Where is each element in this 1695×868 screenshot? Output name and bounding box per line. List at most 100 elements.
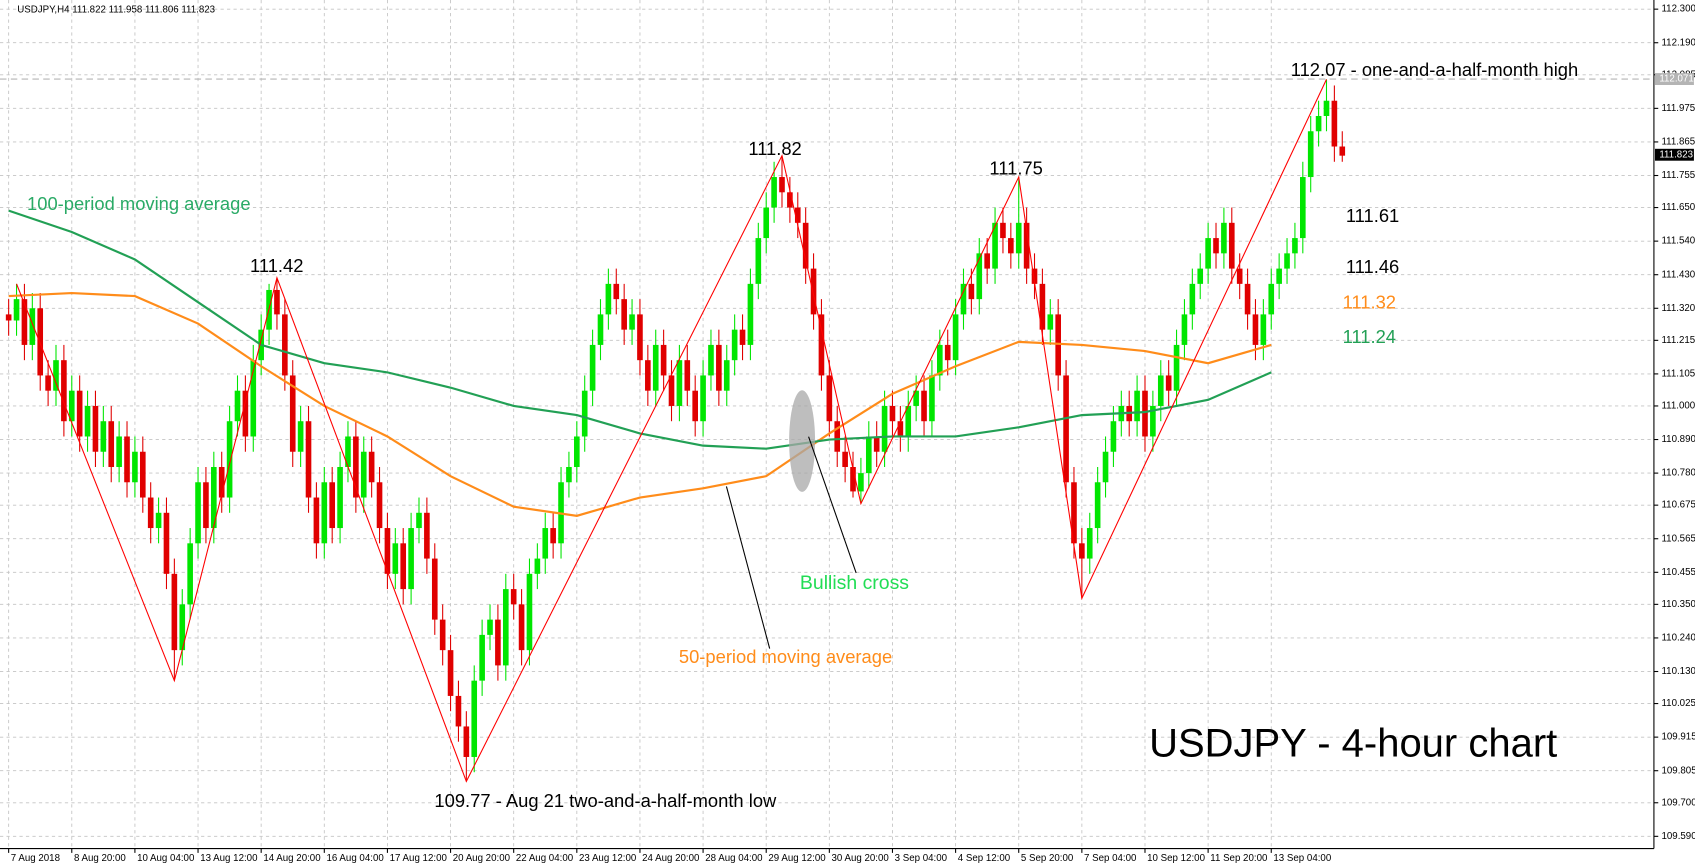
candle-body: [1023, 222, 1030, 269]
candle-body: [787, 192, 793, 208]
annotation: Bullish cross: [800, 572, 909, 594]
candle-body: [439, 619, 446, 651]
candle-body: [1276, 268, 1282, 284]
candle-body: [881, 405, 888, 452]
candle-body: [1055, 314, 1061, 376]
candle-body: [700, 375, 706, 422]
candle-body: [313, 497, 320, 544]
candle-body: [1323, 100, 1330, 116]
candle-body: [1015, 222, 1022, 254]
arrow-50ma: [725, 486, 771, 649]
plot-area: [0, 78, 1654, 783]
candle-body: [1213, 238, 1219, 254]
y-tick-label: 111.865: [1661, 136, 1695, 147]
candle-body: [992, 222, 998, 269]
candle-body: [345, 436, 351, 468]
candle-body: [652, 344, 659, 391]
price-box: [1655, 73, 1694, 86]
candle-body: [889, 405, 896, 422]
candle-body: [147, 497, 154, 529]
x-tick-label: 7 Aug 2018: [11, 853, 60, 864]
candle-body: [858, 473, 864, 492]
annotation: 111.46: [1346, 256, 1399, 277]
y-tick-label: 110.240: [1661, 632, 1695, 643]
candle-body: [211, 467, 217, 529]
candle-body: [68, 390, 75, 422]
candle-body: [1008, 238, 1014, 254]
candle-body: [431, 558, 438, 620]
x-tick-label: 4 Sep 12:00: [958, 853, 1011, 864]
candle-body: [392, 543, 399, 574]
candle-body: [218, 467, 225, 498]
annotation: 50-period moving average: [679, 646, 892, 667]
y-tick-label: 111.000: [1661, 401, 1695, 412]
candle-body: [1221, 222, 1227, 254]
y-tick-label: 109.590: [1661, 831, 1695, 842]
candle-body: [637, 314, 643, 361]
annotation: USDJPY - 4-hour chart: [1149, 721, 1557, 765]
annotation: 111.24: [1343, 326, 1396, 347]
y-tick-label: 110.890: [1661, 434, 1695, 445]
y-tick-label: 112.190: [1661, 37, 1695, 48]
y-tick-label: 111.650: [1661, 202, 1695, 213]
candle-body: [226, 421, 233, 498]
candle-body: [1000, 222, 1006, 239]
candle-body: [518, 604, 525, 651]
y-tick-label: 109.915: [1661, 732, 1695, 743]
x-tick-label: 8 Aug 20:00: [74, 853, 126, 864]
candle-body: [495, 619, 501, 666]
candle-body: [250, 360, 257, 437]
candle-body: [1039, 283, 1046, 330]
candle-body: [84, 405, 91, 437]
candle-body: [1173, 344, 1180, 391]
candle-body: [818, 314, 825, 376]
cross-highlight: [789, 390, 816, 492]
price-box: [1655, 148, 1694, 161]
candle-body: [282, 314, 288, 376]
y-tick-label: 111.540: [1661, 236, 1695, 247]
annotation: 111.75: [989, 158, 1042, 179]
candle-body: [771, 177, 777, 208]
candle-body: [716, 344, 722, 391]
candle-body: [1063, 375, 1069, 483]
x-tick-label: 5 Sep 20:00: [1021, 853, 1074, 864]
x-tick-label: 17 Aug 12:00: [390, 853, 448, 864]
candle-body: [960, 283, 967, 315]
candle-body: [376, 482, 383, 529]
axis-background: [1653, 0, 1695, 868]
moving-average: [8, 291, 1272, 517]
x-tick-label: 23 Aug 12:00: [579, 853, 637, 864]
candle-body: [1331, 100, 1338, 147]
x-tick-label: 13 Sep 04:00: [1273, 853, 1331, 864]
candle-body: [61, 360, 67, 422]
candle-body: [708, 344, 714, 376]
y-tick-label: 110.675: [1661, 500, 1695, 511]
candle-body: [613, 283, 620, 300]
candle-body: [739, 329, 746, 345]
candle-body: [723, 360, 730, 391]
candle-body: [810, 268, 817, 315]
candle-body: [447, 650, 454, 696]
candle-body: [21, 299, 28, 345]
candle-body: [1189, 283, 1196, 315]
annotation: 111.82: [748, 138, 801, 159]
candle-body: [794, 207, 801, 223]
candle-body: [108, 421, 115, 468]
annotation: 111.42: [250, 255, 303, 276]
candle-body: [621, 299, 627, 330]
annotation: 111.61: [1346, 205, 1399, 226]
candle-body: [384, 528, 391, 574]
candle-body: [1228, 222, 1235, 269]
candle-body: [203, 482, 209, 529]
annotation: 109.77 - Aug 21 two-and-a-half-month low: [434, 790, 777, 811]
candle-body: [968, 283, 975, 300]
x-tick-label: 16 Aug 04:00: [326, 853, 384, 864]
decorations: [725, 390, 857, 649]
candle-body: [1197, 268, 1204, 284]
candle-body: [605, 283, 612, 315]
candle-body: [195, 482, 201, 544]
y-tick-label: 111.320: [1661, 303, 1695, 314]
